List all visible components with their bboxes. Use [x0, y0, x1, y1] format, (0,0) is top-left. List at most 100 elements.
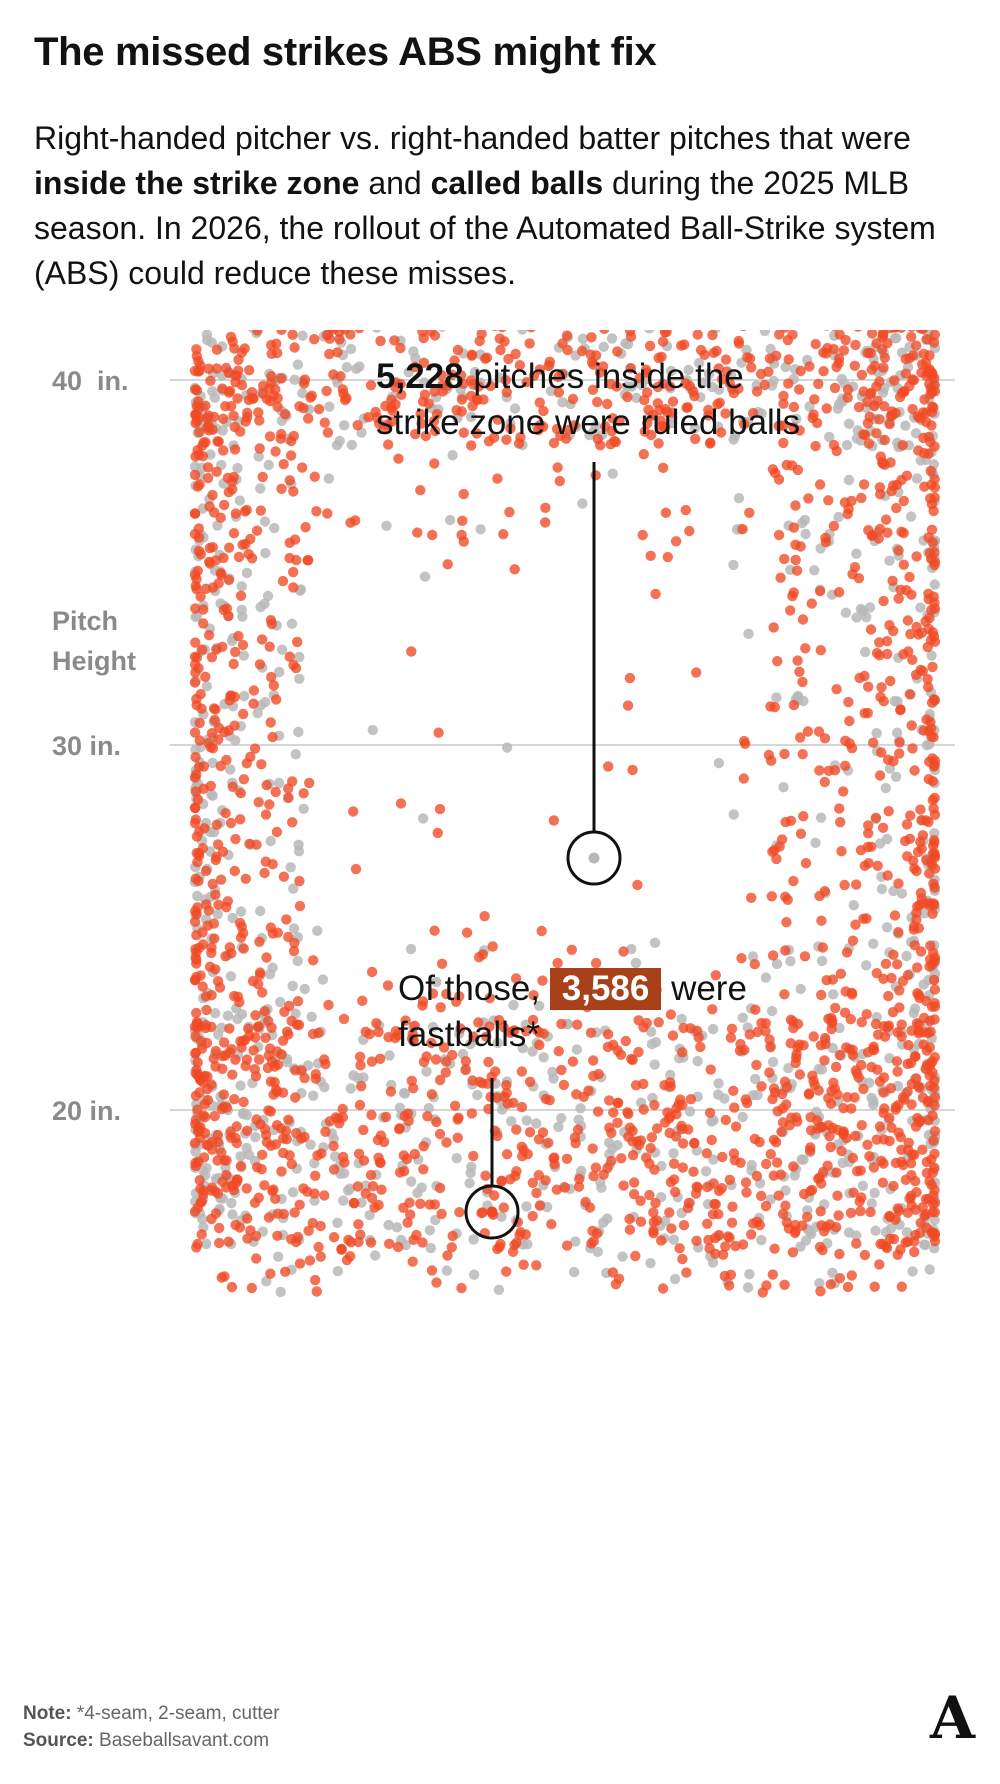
fastball-point	[557, 368, 568, 380]
fastball-point	[234, 917, 246, 929]
other-pitch-point	[606, 333, 618, 344]
fastball-point	[896, 1281, 907, 1292]
fastball-point	[197, 981, 208, 992]
fastball-point	[199, 1111, 211, 1123]
fastball-point	[593, 1068, 604, 1080]
fastball-point	[618, 946, 629, 957]
fastball-point	[426, 1265, 438, 1276]
fastball-point	[588, 1236, 599, 1247]
fastball-point	[299, 374, 311, 385]
fastball-point	[374, 1157, 386, 1168]
fastball-point	[436, 370, 447, 381]
fastball-point	[198, 783, 209, 794]
fastball-point	[465, 375, 477, 386]
fastball-point	[797, 614, 809, 625]
other-pitch-point	[668, 1148, 679, 1159]
note-text: *4-seam, 2-seam, cutter	[71, 1703, 280, 1724]
fastball-point	[905, 628, 916, 640]
fastball-point	[917, 359, 928, 370]
fastball-point	[191, 1064, 202, 1076]
fastball-point	[816, 915, 827, 926]
other-pitch-point	[297, 330, 308, 341]
other-pitch-point	[617, 1251, 628, 1262]
fastball-point	[648, 1207, 659, 1218]
fastball-point	[630, 1080, 642, 1091]
fastball-point	[620, 1035, 631, 1047]
other-pitch-point	[760, 972, 772, 983]
fastball-point	[498, 330, 507, 333]
fastball-point	[724, 1232, 735, 1243]
fastball-point	[913, 445, 924, 456]
fastball-point	[657, 336, 669, 347]
fastball-point	[755, 368, 767, 380]
fastball-point	[735, 1038, 746, 1050]
fastball-point	[263, 1015, 274, 1027]
fastball-point	[924, 364, 935, 375]
fastball-point	[677, 1162, 688, 1173]
fastball-point	[675, 1094, 686, 1105]
fastball-point	[271, 1120, 283, 1131]
fastball-point	[235, 788, 246, 799]
fastball-point	[527, 1014, 539, 1026]
footer-notes: Note: *4-seam, 2-seam, cutter Source: Ba…	[23, 1700, 280, 1754]
fastball-point	[716, 374, 728, 385]
fastball-point	[270, 446, 281, 457]
fastball-point	[767, 1269, 778, 1280]
fastball-point	[626, 1053, 637, 1065]
other-pitch-point	[492, 1037, 503, 1049]
fastball-point	[607, 1267, 619, 1278]
fastball-point	[874, 523, 886, 535]
fastball-point	[910, 1204, 921, 1215]
fastball-point	[929, 792, 940, 804]
fastball-point	[896, 330, 906, 333]
fastball-point	[587, 1225, 598, 1237]
fastball-point	[224, 1023, 235, 1034]
fastball-point	[211, 644, 222, 655]
fastball-point	[328, 1232, 340, 1243]
fastball-point	[395, 798, 407, 809]
fastball-point	[248, 1045, 259, 1056]
fastball-point	[805, 1142, 816, 1153]
fastball-point	[693, 1032, 704, 1043]
fastball-point	[794, 666, 805, 677]
other-pitch-point	[427, 1021, 439, 1033]
fastball-point	[551, 423, 563, 435]
fastball-point	[787, 1247, 799, 1258]
fastball-point	[677, 1047, 688, 1058]
fastball-point	[831, 684, 842, 695]
fastball-point	[264, 799, 275, 810]
fastball-point	[241, 1183, 252, 1194]
fastball-point	[806, 598, 817, 609]
fastball-point	[210, 964, 221, 975]
fastball-point	[434, 1074, 446, 1086]
fastball-point	[441, 1137, 452, 1148]
other-pitch-point	[239, 690, 250, 702]
fastball-point	[194, 942, 205, 953]
fastball-point	[253, 1021, 264, 1032]
fastball-point	[902, 851, 913, 862]
other-pitch-point	[287, 1187, 299, 1198]
fastball-point	[572, 1019, 583, 1030]
fastball-point	[749, 959, 760, 970]
fastball-point	[189, 365, 201, 377]
fastball-point	[878, 1087, 889, 1098]
fastball-point	[209, 714, 220, 726]
fastball-point	[830, 1061, 842, 1073]
fastball-point	[810, 440, 821, 452]
fastball-point	[907, 743, 918, 754]
fastball-point	[196, 703, 207, 714]
other-pitch-point	[425, 1242, 436, 1254]
fastball-point	[189, 916, 201, 927]
fastball-point	[721, 366, 733, 377]
fastball-point	[798, 811, 809, 822]
other-pitch-point	[236, 581, 247, 592]
fastball-point	[653, 438, 664, 449]
fastball-point	[446, 1242, 457, 1253]
fastball-point	[349, 1198, 360, 1209]
fastball-point	[910, 1176, 921, 1187]
fastball-point	[855, 845, 867, 856]
fastball-point	[283, 792, 294, 803]
fastball-point	[842, 392, 853, 403]
fastball-point	[602, 398, 613, 410]
fastball-point	[248, 393, 259, 404]
